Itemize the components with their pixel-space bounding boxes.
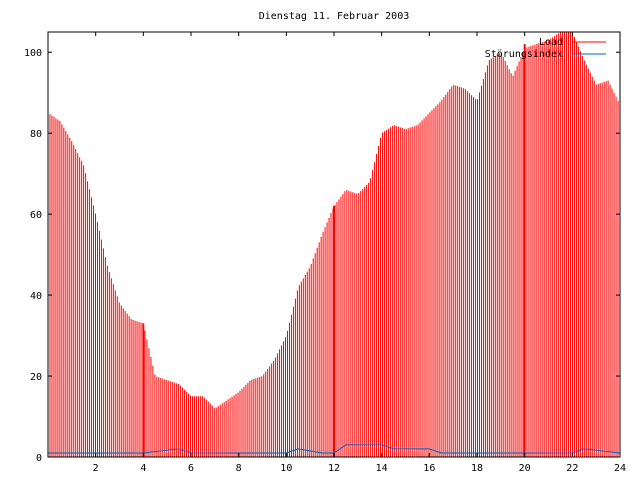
x-tick-label: 12 xyxy=(328,463,340,474)
x-tick-label: 10 xyxy=(280,463,292,474)
x-tick-label: 8 xyxy=(236,463,242,474)
plot-marks xyxy=(47,32,621,457)
x-tick-label: 14 xyxy=(376,463,388,474)
legend-label: Störungsindex xyxy=(485,49,563,60)
x-tick-label: 6 xyxy=(188,463,194,474)
chart-title: Dienstag 11. Februar 2003 xyxy=(259,11,410,22)
x-tick-label: 22 xyxy=(566,463,578,474)
y-tick-label: 100 xyxy=(24,48,42,59)
y-tick-label: 80 xyxy=(30,129,42,140)
y-tick-label: 40 xyxy=(30,291,42,302)
x-tick-label: 2 xyxy=(93,463,99,474)
y-tick-label: 20 xyxy=(30,372,42,383)
x-tick-label: 16 xyxy=(423,463,435,474)
x-tick-label: 18 xyxy=(471,463,483,474)
y-tick-label: 60 xyxy=(30,210,42,221)
legend-label: Load xyxy=(539,37,563,48)
x-tick-label: 24 xyxy=(614,463,626,474)
x-tick-label: 20 xyxy=(519,463,531,474)
x-tick-label: 4 xyxy=(140,463,146,474)
index-line xyxy=(48,444,621,454)
y-tick-label: 0 xyxy=(36,453,42,464)
